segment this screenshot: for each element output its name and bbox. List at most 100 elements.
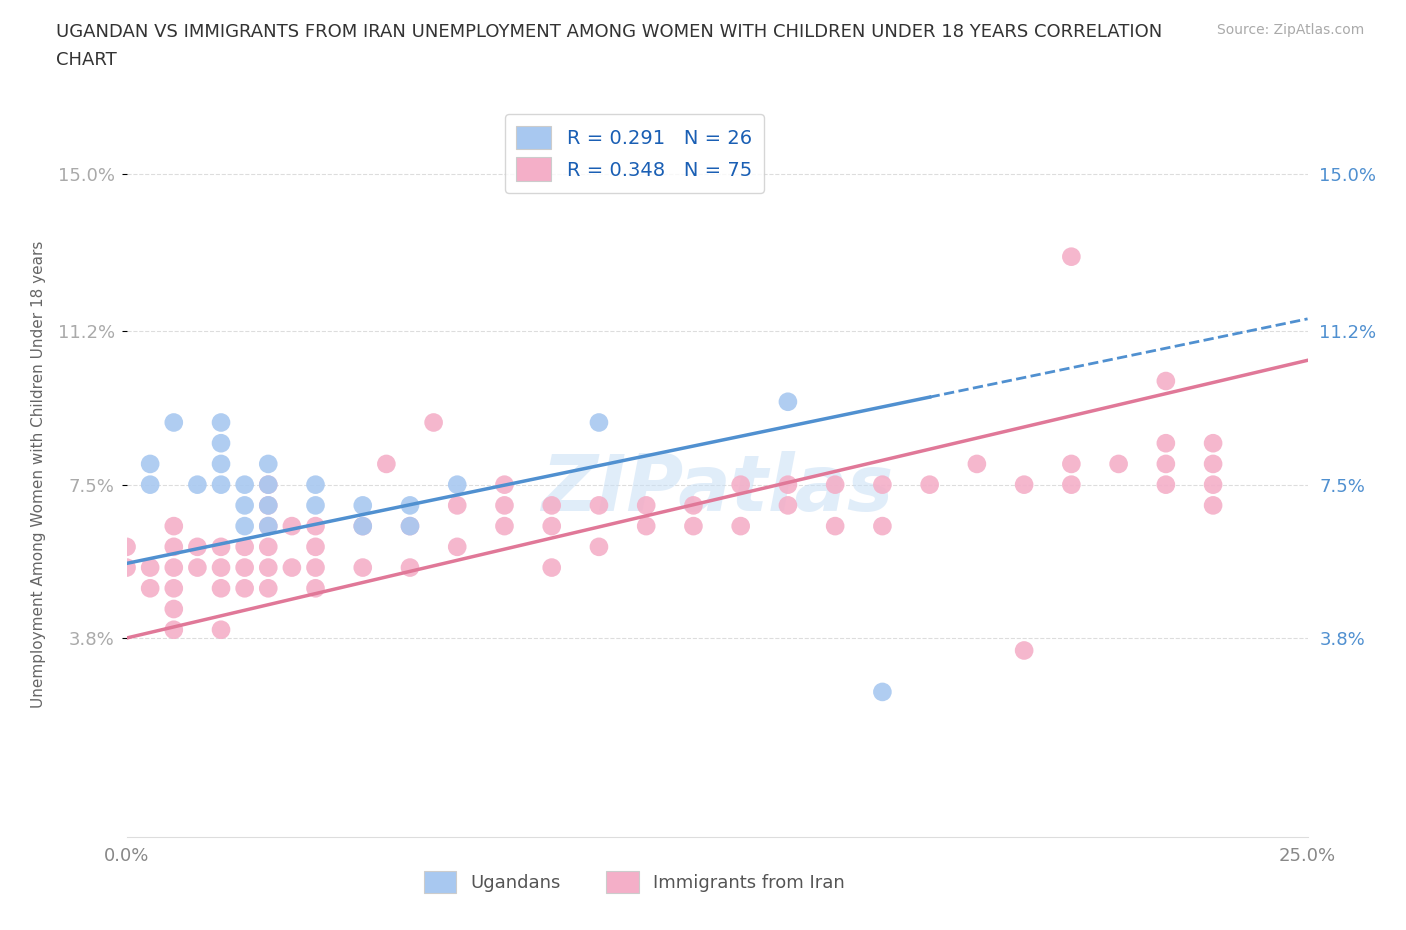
Point <box>257 539 280 554</box>
Point <box>233 519 256 534</box>
Point <box>776 498 799 512</box>
Point <box>233 498 256 512</box>
Point <box>163 602 186 617</box>
Point <box>966 457 988 472</box>
Point <box>636 498 658 512</box>
Point <box>1202 457 1225 472</box>
Point <box>399 519 422 534</box>
Point <box>233 581 256 596</box>
Point <box>446 498 468 512</box>
Point <box>1012 643 1035 658</box>
Point <box>186 560 208 575</box>
Point <box>730 519 752 534</box>
Point <box>233 560 256 575</box>
Point <box>233 539 256 554</box>
Point <box>494 477 516 492</box>
Point <box>1202 477 1225 492</box>
Point <box>257 519 280 534</box>
Point <box>304 519 326 534</box>
Text: ZIPatlas: ZIPatlas <box>541 451 893 526</box>
Point <box>304 560 326 575</box>
Point <box>257 560 280 575</box>
Point <box>588 539 610 554</box>
Point <box>540 498 562 512</box>
Point <box>872 477 894 492</box>
Point <box>872 684 894 699</box>
Point <box>872 519 894 534</box>
Point <box>1060 249 1083 264</box>
Point <box>186 539 208 554</box>
Point <box>682 498 704 512</box>
Point <box>163 519 186 534</box>
Point <box>1202 436 1225 451</box>
Point <box>824 477 846 492</box>
Point <box>209 457 232 472</box>
Text: UGANDAN VS IMMIGRANTS FROM IRAN UNEMPLOYMENT AMONG WOMEN WITH CHILDREN UNDER 18 : UGANDAN VS IMMIGRANTS FROM IRAN UNEMPLOY… <box>56 23 1163 41</box>
Point <box>257 477 280 492</box>
Point <box>540 560 562 575</box>
Point <box>375 457 398 472</box>
Point <box>163 581 186 596</box>
Point <box>682 519 704 534</box>
Point <box>304 498 326 512</box>
Point <box>163 622 186 637</box>
Point <box>257 498 280 512</box>
Point <box>115 539 138 554</box>
Point <box>1154 477 1177 492</box>
Point <box>209 415 232 430</box>
Point <box>918 477 941 492</box>
Point <box>209 436 232 451</box>
Point <box>540 519 562 534</box>
Point <box>776 477 799 492</box>
Point <box>257 519 280 534</box>
Point <box>352 519 374 534</box>
Point <box>257 581 280 596</box>
Point <box>139 560 162 575</box>
Point <box>257 477 280 492</box>
Point <box>1108 457 1130 472</box>
Point <box>304 581 326 596</box>
Point <box>1202 498 1225 512</box>
Point <box>139 457 162 472</box>
Point <box>163 539 186 554</box>
Point <box>422 415 444 430</box>
Point <box>304 477 326 492</box>
Point <box>1154 374 1177 389</box>
Point <box>352 498 374 512</box>
Legend: Ugandans, Immigrants from Iran: Ugandans, Immigrants from Iran <box>416 864 852 900</box>
Point <box>1060 477 1083 492</box>
Point <box>209 539 232 554</box>
Point <box>824 519 846 534</box>
Point <box>163 560 186 575</box>
Point <box>209 581 232 596</box>
Point <box>399 560 422 575</box>
Point <box>233 477 256 492</box>
Point <box>399 519 422 534</box>
Point <box>776 394 799 409</box>
Point <box>1060 457 1083 472</box>
Point <box>139 581 162 596</box>
Point <box>281 519 304 534</box>
Point <box>304 539 326 554</box>
Point <box>446 539 468 554</box>
Point <box>209 622 232 637</box>
Point <box>352 519 374 534</box>
Text: CHART: CHART <box>56 51 117 69</box>
Point <box>588 498 610 512</box>
Point <box>1154 457 1177 472</box>
Point <box>636 519 658 534</box>
Point <box>730 477 752 492</box>
Point <box>139 477 162 492</box>
Point <box>446 477 468 492</box>
Point <box>399 498 422 512</box>
Point <box>209 477 232 492</box>
Point <box>1154 436 1177 451</box>
Point <box>1012 477 1035 492</box>
Point <box>257 457 280 472</box>
Point <box>209 560 232 575</box>
Point <box>588 415 610 430</box>
Text: Source: ZipAtlas.com: Source: ZipAtlas.com <box>1216 23 1364 37</box>
Point <box>494 498 516 512</box>
Point <box>163 415 186 430</box>
Point <box>872 1 894 16</box>
